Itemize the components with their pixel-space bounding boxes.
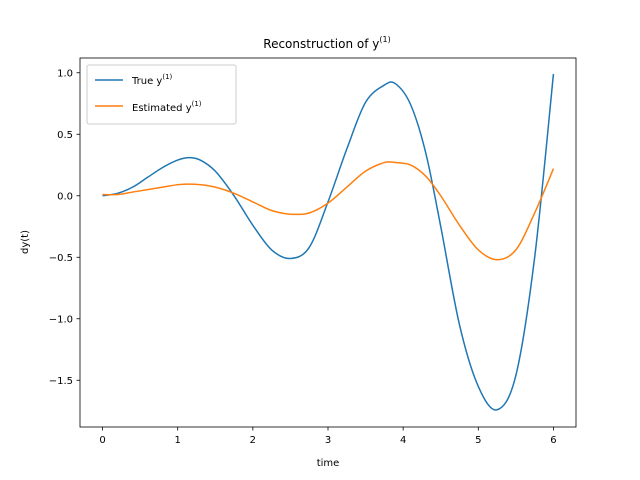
- x-tick-label: 1: [175, 435, 181, 446]
- x-axis-ticks: 0 1 2 3 4 5 6: [99, 427, 557, 446]
- y-tick-label: −0.5: [49, 253, 73, 264]
- legend-label-estimated: Estimated y(1): [132, 100, 202, 114]
- chart-title-text: Reconstruction of y: [263, 37, 379, 51]
- y-tick-label: 1.0: [57, 68, 73, 79]
- y-tick-label: 0.5: [57, 130, 73, 141]
- y-axis-ticks: −1.5 −1.0 −0.5 0.0 0.5 1.0: [49, 68, 80, 387]
- legend-label-true-text: True y: [131, 76, 162, 87]
- series-line-estimated: [102, 161, 555, 261]
- legend: True y(1) Estimated y(1): [86, 64, 237, 125]
- x-tick-label: 3: [325, 435, 331, 446]
- y-tick-label: −1.5: [49, 376, 73, 387]
- x-tick-label: 4: [400, 435, 406, 446]
- y-axis-label: dy(t): [20, 230, 31, 254]
- legend-label-true-superscript: (1): [162, 73, 172, 81]
- legend-box: [86, 64, 237, 125]
- x-tick-label: 5: [475, 435, 481, 446]
- series-line-true: [102, 73, 555, 411]
- series-layer: [102, 73, 555, 411]
- x-tick-label: 2: [250, 435, 256, 446]
- x-tick-label: 0: [99, 435, 105, 446]
- chart-title: Reconstruction of y(1): [263, 35, 390, 51]
- legend-label-estimated-text: Estimated y: [132, 103, 192, 114]
- y-tick-label: −1.0: [49, 314, 73, 325]
- chart-title-superscript: (1): [379, 35, 390, 44]
- x-axis-label: time: [317, 458, 340, 469]
- legend-label-true: True y(1): [131, 73, 173, 87]
- y-tick-label: 0.0: [57, 191, 73, 202]
- x-tick-label: 6: [550, 435, 556, 446]
- legend-label-estimated-superscript: (1): [192, 100, 202, 108]
